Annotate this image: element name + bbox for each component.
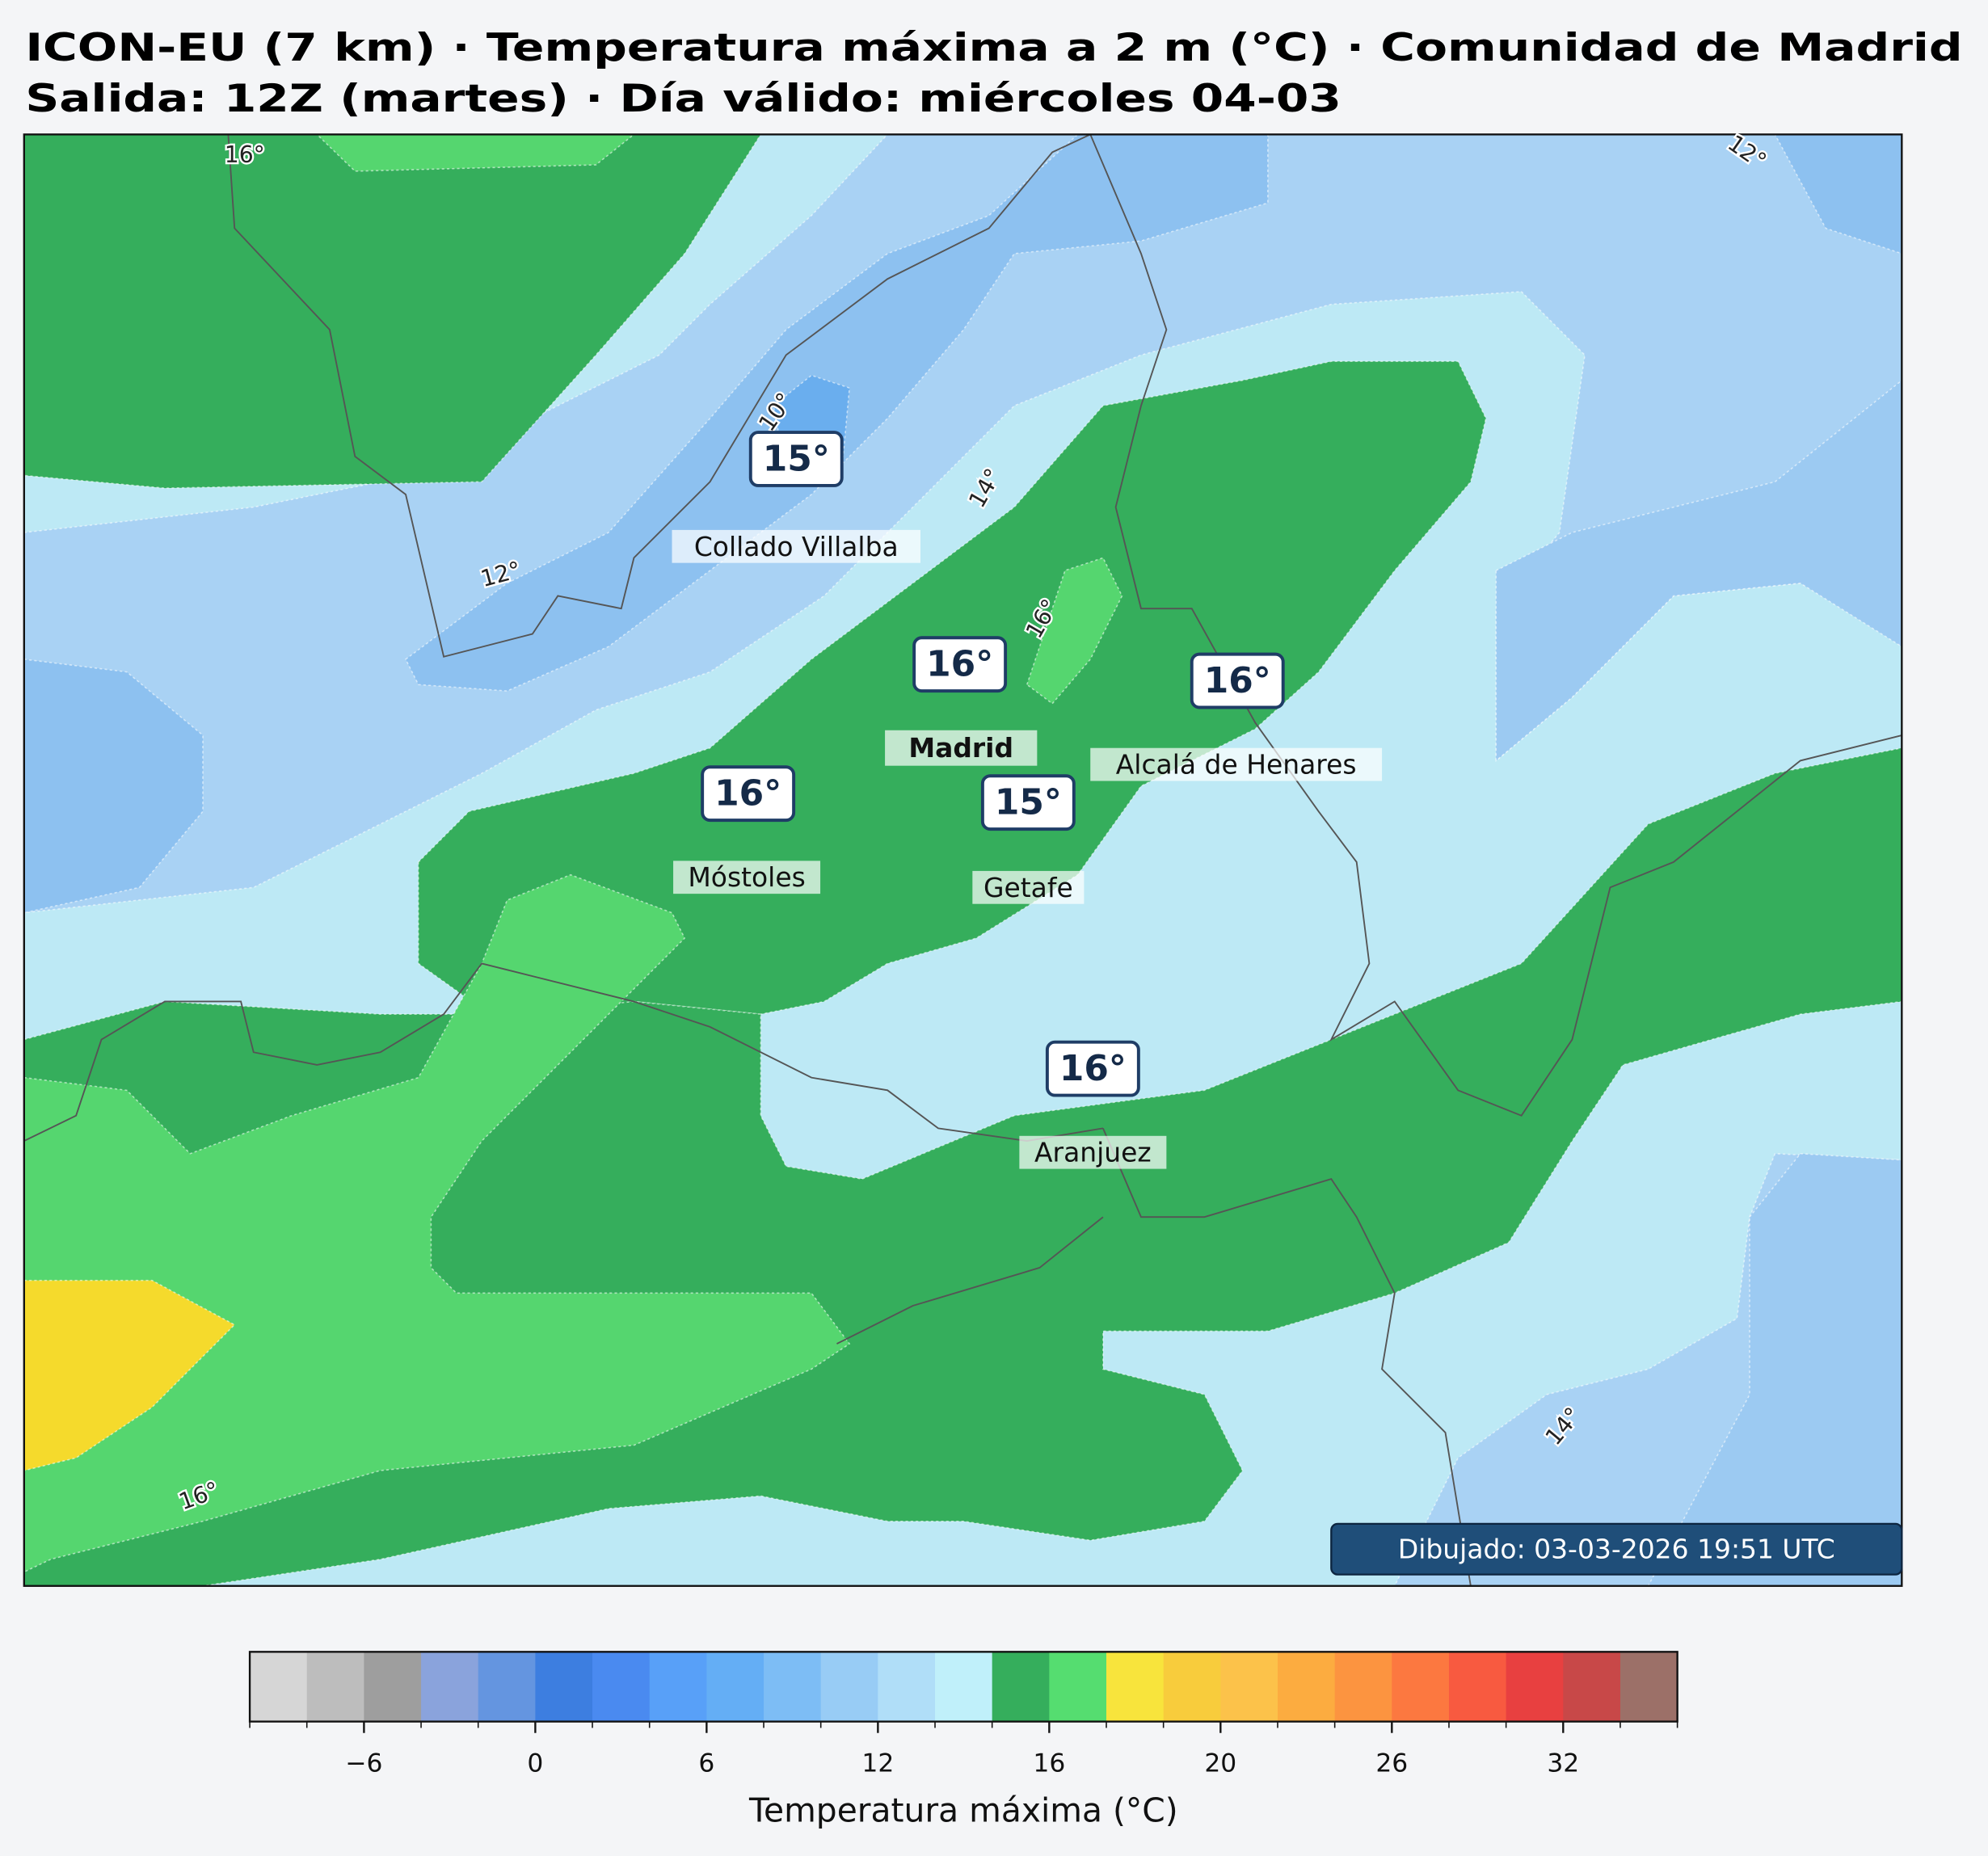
colorbar-bin: [306, 1652, 364, 1722]
colorbar-bin: [250, 1652, 308, 1722]
region: [1495, 379, 1902, 763]
city-label: Madrid: [885, 730, 1038, 766]
temperature-badge: 15°: [748, 431, 844, 487]
city-name: Aranjuez: [1034, 1137, 1152, 1168]
temperature-badge: 16°: [1190, 652, 1285, 709]
badge-text: 16°: [714, 773, 781, 814]
colorbar-bin: [364, 1652, 422, 1722]
colorbar-label: Temperatura máxima (°C): [748, 1791, 1178, 1829]
colorbar-tick-label: 0: [527, 1749, 543, 1778]
badge-text: 16°: [1059, 1048, 1127, 1089]
colorbar-bin: [1106, 1652, 1165, 1722]
colorbar-bin: [935, 1652, 993, 1722]
colorbar-bin: [592, 1652, 651, 1722]
region: [23, 659, 204, 914]
city-name: Madrid: [908, 732, 1013, 764]
colorbar-bin: [1163, 1652, 1221, 1722]
colorbar-bin: [535, 1652, 593, 1722]
city-label: Móstoles: [673, 861, 821, 894]
badge-text: 16°: [926, 644, 993, 685]
colorbar-bin: [878, 1652, 936, 1722]
badge-text: 15°: [763, 439, 830, 480]
contour-label: 16°: [225, 141, 265, 168]
colorbar-tick-label: 16: [1033, 1749, 1065, 1778]
colorbar-frame: [248, 1651, 1678, 1723]
colorbar-bin: [1334, 1652, 1392, 1722]
colorbar-tick-label: 26: [1375, 1749, 1408, 1778]
colorbar: −6 0 6 12 16 20 26 32: [248, 1651, 1678, 1778]
region: [417, 360, 1487, 1028]
region: [1774, 134, 1902, 255]
map-frame: [23, 133, 1903, 1587]
city-name: Collado Villalba: [694, 531, 899, 562]
temperature-badge: 16°: [1045, 1040, 1140, 1097]
colorbar-bin: [1392, 1652, 1450, 1722]
colorbar-tick-label: −6: [345, 1749, 382, 1778]
region: [23, 134, 762, 489]
stamp-box: [1330, 1522, 1903, 1576]
colorbar-bin: [820, 1652, 878, 1722]
colorbar-bin: [1563, 1652, 1621, 1722]
stamp: Dibujado: 03-03-2026 19:51 UTC: [1398, 1534, 1835, 1565]
colorbar-tick-label: 12: [861, 1749, 894, 1778]
temperature-badge: 15°: [980, 774, 1076, 831]
colorbar-bin: [1448, 1652, 1507, 1722]
region: [23, 873, 851, 1573]
city-label: Collado Villalba: [672, 529, 921, 563]
colorbar-bin: [421, 1652, 479, 1722]
badge-text: 15°: [995, 782, 1062, 823]
colorbar-bin: [706, 1652, 764, 1722]
city-name: Alcalá de Henares: [1116, 749, 1357, 781]
city-label: Alcalá de Henares: [1090, 747, 1383, 781]
colorbar-bin: [1277, 1652, 1336, 1722]
title: ICON-EU (7 km) · Temperatura máxima a 2 …: [25, 26, 1962, 70]
colorbar-bin: [1506, 1652, 1564, 1722]
city-name: Móstoles: [688, 861, 805, 893]
colorbar-bin: [764, 1652, 822, 1722]
subtitle: Salida: 12Z (martes) · Día válido: miérc…: [25, 77, 1341, 121]
badge-text: 16°: [1204, 660, 1271, 701]
colorbar-tick-label: 6: [698, 1749, 714, 1778]
border: [23, 134, 1902, 1586]
colorbar-bin: [1220, 1652, 1278, 1722]
city-label: Getafe: [972, 870, 1085, 904]
colorbar-bin: [1619, 1652, 1678, 1722]
map: [23, 134, 1902, 1586]
colorbar-tick-label: 20: [1204, 1749, 1236, 1778]
region: [1647, 1152, 1902, 1586]
colorbar-bin: [992, 1652, 1050, 1722]
region: [23, 134, 1902, 914]
colorbar-tick-label: 32: [1547, 1749, 1579, 1778]
city-label: Aranjuez: [1019, 1135, 1167, 1169]
city-name: Getafe: [983, 872, 1073, 903]
temperature-badge: 16°: [912, 636, 1008, 693]
colorbar-bin: [478, 1652, 536, 1722]
region: [316, 134, 635, 172]
temperature-badge: 16°: [701, 765, 796, 823]
colorbar-bin: [649, 1652, 707, 1722]
region: [23, 1279, 236, 1471]
region: [1026, 557, 1123, 705]
colorbar-bin: [1049, 1652, 1107, 1722]
